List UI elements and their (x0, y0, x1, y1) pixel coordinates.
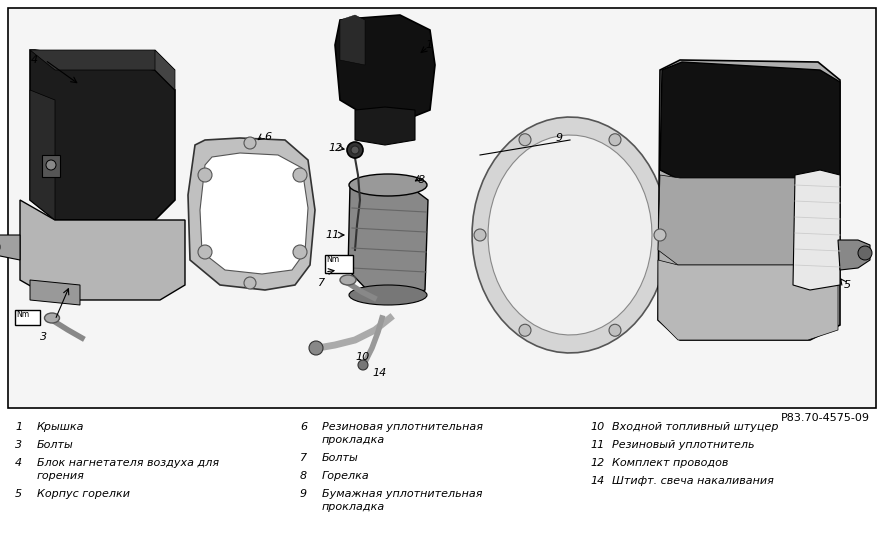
Polygon shape (0, 235, 20, 260)
Text: 14: 14 (590, 476, 605, 486)
Circle shape (351, 146, 359, 154)
Polygon shape (658, 260, 838, 340)
Polygon shape (200, 153, 308, 274)
Text: Комплект проводов: Комплект проводов (612, 458, 728, 468)
Text: Болты: Болты (322, 453, 359, 463)
Circle shape (474, 229, 486, 241)
Text: Горелка: Горелка (322, 471, 370, 481)
Polygon shape (30, 50, 175, 220)
Polygon shape (658, 60, 840, 340)
Text: 6: 6 (264, 132, 271, 142)
Text: 9: 9 (556, 133, 563, 143)
Text: Блок нагнетателя воздуха для: Блок нагнетателя воздуха для (37, 458, 219, 468)
Text: Резиновый уплотнитель: Резиновый уплотнитель (612, 440, 755, 450)
Text: 14: 14 (372, 368, 386, 378)
Circle shape (244, 277, 256, 289)
Circle shape (244, 137, 256, 149)
Bar (325, 255, 353, 273)
Circle shape (609, 134, 621, 146)
Text: Nm: Nm (16, 310, 29, 319)
Text: 12: 12 (328, 143, 342, 153)
Ellipse shape (349, 174, 427, 196)
Text: 1: 1 (15, 422, 22, 432)
Text: 5: 5 (844, 280, 851, 290)
Text: 6: 6 (300, 422, 307, 432)
Ellipse shape (44, 313, 59, 323)
Text: 8: 8 (418, 175, 425, 185)
Text: 11: 11 (325, 230, 339, 240)
Ellipse shape (349, 285, 427, 305)
Polygon shape (340, 15, 365, 65)
Text: 8: 8 (300, 471, 307, 481)
Polygon shape (355, 107, 415, 145)
Text: Резиновая уплотнительная: Резиновая уплотнительная (322, 422, 483, 432)
Text: горения: горения (37, 471, 85, 481)
Circle shape (198, 168, 212, 182)
Polygon shape (838, 240, 870, 270)
Circle shape (519, 324, 531, 336)
Circle shape (309, 341, 323, 355)
Polygon shape (660, 62, 840, 180)
Polygon shape (188, 138, 315, 290)
Circle shape (858, 246, 872, 260)
Bar (15, 310, 40, 325)
Text: 4: 4 (30, 55, 37, 65)
Circle shape (293, 245, 307, 259)
Circle shape (46, 160, 56, 170)
Text: 10: 10 (590, 422, 605, 432)
Text: прокладка: прокладка (322, 502, 385, 512)
Text: Бумажная уплотнительная: Бумажная уплотнительная (322, 489, 483, 499)
Text: 1: 1 (425, 40, 432, 50)
Text: 10: 10 (355, 352, 370, 362)
Text: Nm: Nm (326, 255, 339, 264)
Text: 7: 7 (300, 453, 307, 463)
Polygon shape (30, 50, 175, 70)
Text: Корпус горелки: Корпус горелки (37, 489, 130, 499)
Text: Штифт. свеча накаливания: Штифт. свеча накаливания (612, 476, 774, 486)
Text: 4: 4 (15, 458, 22, 468)
Text: 3: 3 (15, 440, 22, 450)
Text: 11: 11 (590, 440, 605, 450)
Text: P83.70-4575-09: P83.70-4575-09 (781, 413, 870, 423)
Ellipse shape (340, 275, 356, 285)
Polygon shape (30, 90, 55, 220)
Text: 9: 9 (300, 489, 307, 499)
Polygon shape (20, 200, 185, 300)
Polygon shape (658, 175, 840, 265)
Polygon shape (335, 15, 435, 118)
Text: прокладка: прокладка (322, 435, 385, 445)
Text: Крышка: Крышка (37, 422, 85, 432)
Text: 3: 3 (41, 332, 48, 342)
Circle shape (358, 360, 368, 370)
Polygon shape (348, 180, 428, 298)
Text: Болты: Болты (37, 440, 73, 450)
Polygon shape (488, 135, 652, 335)
Circle shape (654, 229, 666, 241)
Circle shape (347, 142, 363, 158)
Bar (9, 9, 875, 407)
Polygon shape (155, 50, 175, 90)
Polygon shape (30, 280, 80, 305)
Bar (8, 8, 876, 408)
Circle shape (293, 168, 307, 182)
Bar (42, 155, 60, 177)
Circle shape (609, 324, 621, 336)
Polygon shape (472, 117, 668, 353)
Text: 5: 5 (15, 489, 22, 499)
Text: 12: 12 (590, 458, 605, 468)
Circle shape (519, 134, 531, 146)
Text: 7: 7 (318, 278, 325, 288)
Polygon shape (793, 170, 840, 290)
Text: Входной топливный штуцер: Входной топливный штуцер (612, 422, 779, 432)
Circle shape (198, 245, 212, 259)
